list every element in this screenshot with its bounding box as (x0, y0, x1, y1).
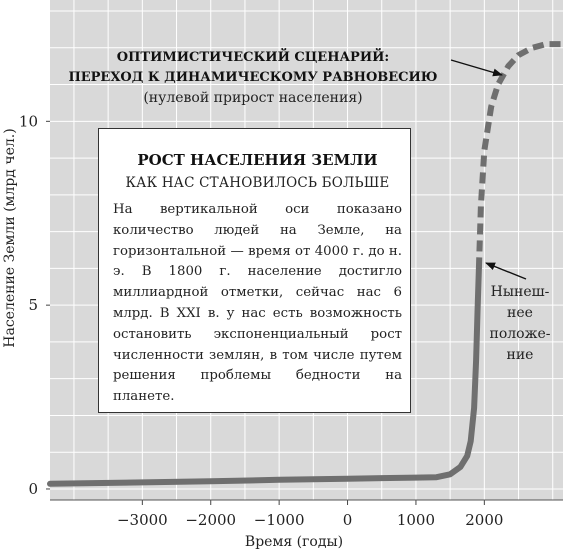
x-tick-label: 1000 (397, 511, 435, 529)
x-axis-title: Время (годы) (245, 534, 343, 550)
current-position-label: положе- (490, 326, 551, 342)
x-tick-label: 2000 (465, 511, 503, 529)
scenario-arrow (450, 59, 503, 77)
x-tick-label: −1000 (254, 511, 305, 529)
info-box-title: РОСТ НАСЕЛЕНИЯ ЗЕМЛИ (137, 151, 378, 169)
current-position-arrow (485, 262, 527, 280)
scenario-title: ОПТИМИСТИЧЕСКИЙ СЦЕНАРИЙ: (117, 48, 389, 65)
population-line (47, 265, 482, 487)
x-tick-label: −2000 (185, 511, 236, 529)
scenario-title: ПЕРЕХОД К ДИНАМИЧЕСКОМУ РАВНОВЕСИЮ (68, 70, 437, 85)
scenario-line-dashed (475, 41, 563, 269)
current-position-label: нее (507, 305, 533, 321)
y-tick-label: 0 (28, 480, 38, 498)
scenario-subtitle: (нулевой прирост населения) (143, 90, 362, 106)
annotations: ОПТИМИСТИЧЕСКИЙ СЦЕНАРИЙ: ПЕРЕХОД К ДИНАМ… (68, 48, 550, 363)
current-position-label: ние (507, 347, 534, 363)
x-tick-label: 0 (343, 511, 353, 529)
current-position-label: Нынеш- (491, 284, 550, 300)
series-lines (47, 41, 563, 487)
info-box: РОСТ НАСЕЛЕНИЯ ЗЕМЛИ КАК НАС СТАНОВИЛОСЬ… (98, 128, 411, 413)
x-axis-ticks: −3000 −2000 −1000 0 1000 2000 (50, 499, 563, 529)
y-tick-label: 5 (28, 296, 38, 314)
y-axis-ticks: 0 5 10 (19, 112, 50, 498)
y-tick-label: 10 (19, 112, 38, 130)
info-box-subtitle: КАК НАС СТАНОВИЛОСЬ БОЛЬШЕ (125, 175, 390, 191)
y-axis-title: Население Земли (млрд чел.) (2, 128, 18, 347)
info-box-body: На вертикальной оси показано количество … (113, 202, 402, 405)
x-tick-label: −3000 (117, 511, 168, 529)
